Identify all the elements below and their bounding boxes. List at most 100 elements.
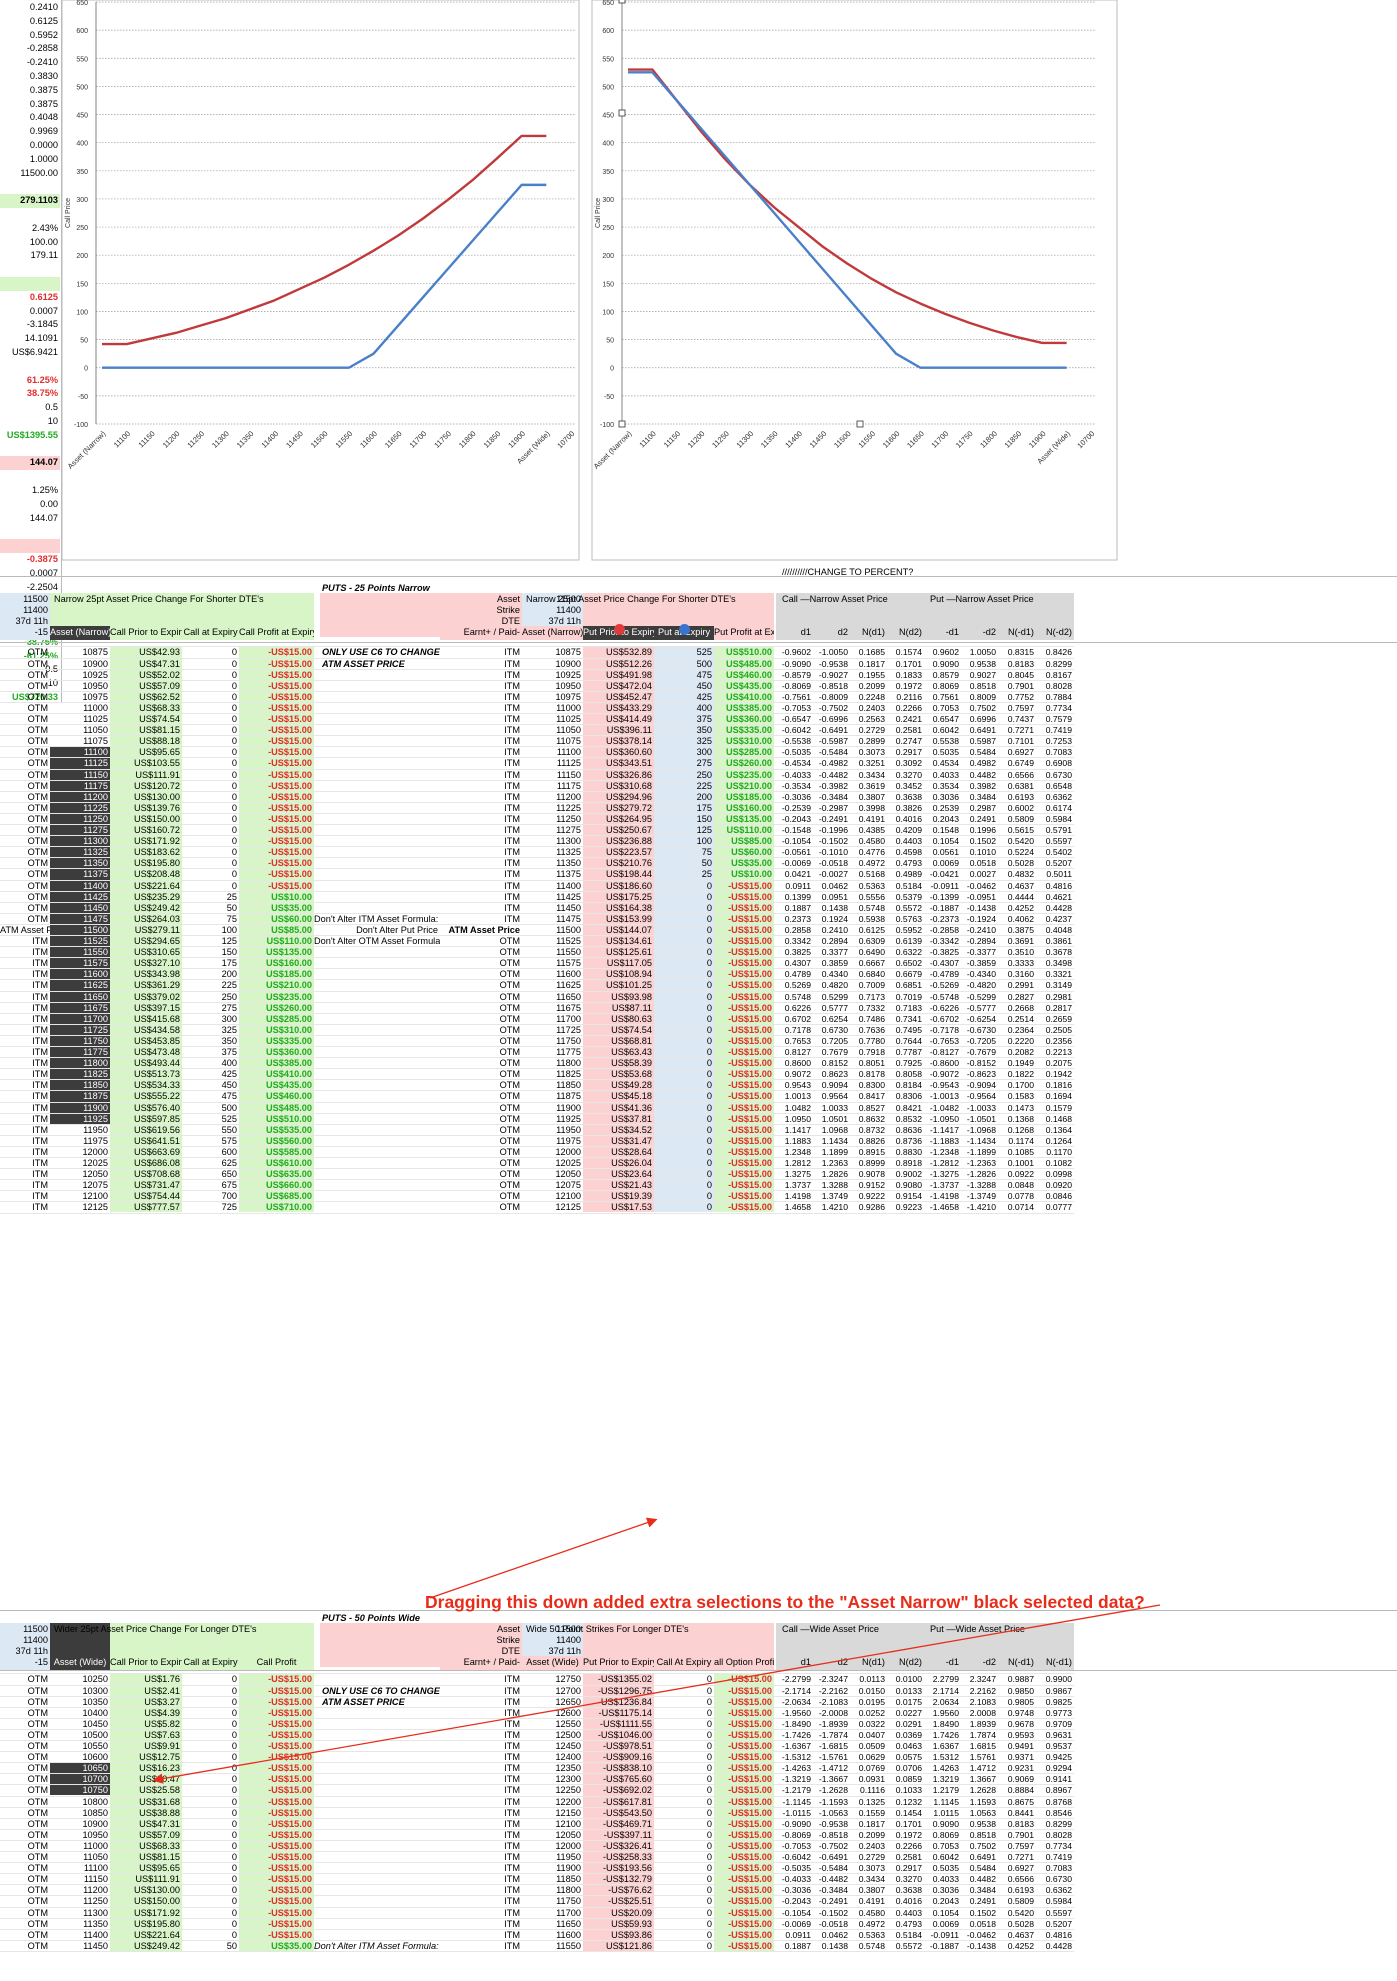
cell[interactable]: 25 xyxy=(226,891,237,902)
cell[interactable]: -0.3534 xyxy=(781,780,811,791)
cell[interactable]: 0.5420 xyxy=(1007,836,1034,847)
cell[interactable]: -US$15.00 xyxy=(728,1918,772,1929)
cell[interactable]: -1.1593 xyxy=(818,1796,848,1807)
cell[interactable]: 0.0951 xyxy=(821,891,848,902)
cell[interactable]: -0.9538 xyxy=(818,1818,848,1829)
cell[interactable]: 0.1942 xyxy=(1045,1069,1072,1080)
cell[interactable]: 0.8009 xyxy=(969,691,996,702)
cell[interactable]: 0.8532 xyxy=(895,1113,922,1124)
cell[interactable]: 0.2248 xyxy=(858,691,885,702)
cell[interactable]: 0.5572 xyxy=(895,902,922,913)
calls-wide-param[interactable]: 11500 xyxy=(0,1623,50,1637)
cell[interactable]: 0.6730 xyxy=(1045,1874,1072,1885)
cell[interactable]: US$210.76 xyxy=(606,858,652,869)
cell[interactable]: ITM xyxy=(32,958,48,969)
cell[interactable]: 0.4982 xyxy=(969,758,996,769)
cell[interactable]: 1.2348 xyxy=(784,1146,811,1157)
cell[interactable]: US$74.54 xyxy=(611,1024,652,1035)
cell[interactable]: 0.3875 xyxy=(1007,924,1034,935)
left-panel-value[interactable]: 14.1091 xyxy=(24,333,58,344)
cell[interactable]: -0.1399 xyxy=(929,891,959,902)
left-panel-value[interactable]: -0.2410 xyxy=(26,57,58,68)
left-panel-value[interactable]: 2.43% xyxy=(31,222,58,233)
cell[interactable]: 12025 xyxy=(82,1158,108,1168)
cell[interactable]: OTM xyxy=(27,802,48,813)
cell[interactable]: 1.2628 xyxy=(969,1785,996,1796)
cell[interactable]: US$619.56 xyxy=(134,1124,180,1135)
cell[interactable]: 0.4062 xyxy=(1007,913,1034,924)
cell[interactable]: 0.3270 xyxy=(895,1874,922,1885)
cell[interactable]: -0.9538 xyxy=(818,658,848,669)
cell[interactable]: 0.4209 xyxy=(895,825,922,835)
cell[interactable]: 0 xyxy=(231,747,237,758)
cell[interactable]: 0.6490 xyxy=(858,947,885,958)
cell[interactable]: 0 xyxy=(231,847,237,858)
cell[interactable]: -1.0501 xyxy=(966,1113,996,1124)
cell[interactable]: 0.4598 xyxy=(895,847,922,858)
cell[interactable]: ITM xyxy=(504,813,520,824)
cell[interactable]: ITM xyxy=(504,725,520,736)
cell[interactable]: US$135.00 xyxy=(726,813,772,824)
cell[interactable]: -0.8518 xyxy=(818,1829,848,1840)
cell[interactable]: -0.1887 xyxy=(929,902,959,913)
cell[interactable]: -US$15.00 xyxy=(728,1840,772,1851)
cell[interactable]: US$160.00 xyxy=(726,802,772,813)
cell[interactable]: -0.1438 xyxy=(966,902,996,913)
cell[interactable]: -US$15.00 xyxy=(268,736,312,747)
cell[interactable]: 0 xyxy=(706,1840,712,1851)
cell[interactable]: US$710.00 xyxy=(266,1202,312,1213)
cell[interactable]: ITM xyxy=(504,1929,520,1940)
cell[interactable]: 10700 xyxy=(82,1774,108,1785)
cell[interactable]: 0.8675 xyxy=(1007,1796,1034,1807)
cell[interactable]: 0.6702 xyxy=(784,1013,811,1024)
cell[interactable]: -US$15.00 xyxy=(728,1852,772,1862)
cell[interactable]: 0.2668 xyxy=(1007,1002,1034,1013)
cell[interactable]: ITM xyxy=(32,991,48,1002)
cell[interactable]: 10925 xyxy=(555,669,581,680)
cell[interactable]: 11800 xyxy=(83,1058,108,1069)
cell[interactable]: 10750 xyxy=(82,1785,108,1796)
cell[interactable]: 11200 xyxy=(83,1885,108,1896)
cell[interactable]: 0.5028 xyxy=(1007,858,1034,869)
cell[interactable]: 0.3638 xyxy=(895,791,922,802)
cell[interactable]: 250 xyxy=(221,991,237,1002)
cell[interactable]: 0.8299 xyxy=(1045,1818,1072,1829)
cell[interactable]: ITM xyxy=(32,1158,48,1168)
cell[interactable]: -0.0027 xyxy=(818,869,848,880)
cell[interactable]: US$433.29 xyxy=(606,702,652,713)
cell[interactable]: -0.4789 xyxy=(929,969,959,980)
calls-narrow-param[interactable]: 11500 xyxy=(0,593,50,607)
cell[interactable]: 11575 xyxy=(556,958,581,969)
cell[interactable]: US$164.38 xyxy=(606,902,652,913)
cell[interactable]: 0.4033 xyxy=(932,1874,959,1885)
cell[interactable]: 0.1700 xyxy=(1007,1080,1034,1091)
cell[interactable]: 450 xyxy=(696,680,712,691)
cell[interactable]: -US$25.51 xyxy=(608,1896,652,1907)
cell[interactable]: 11800 xyxy=(556,1058,581,1069)
cell[interactable]: OTM xyxy=(27,825,48,835)
cell[interactable]: 0 xyxy=(706,1146,712,1157)
cell[interactable]: -0.8069 xyxy=(781,680,811,691)
cell[interactable]: US$87.11 xyxy=(611,1002,652,1013)
cell[interactable]: 12100 xyxy=(82,1191,108,1202)
cell[interactable]: 0.0777 xyxy=(1045,1202,1072,1213)
cell[interactable]: -0.8152 xyxy=(966,1058,996,1069)
cell[interactable]: 0.4637 xyxy=(1007,880,1034,891)
cell[interactable]: -US$15.00 xyxy=(268,680,312,691)
cell[interactable]: 0.5484 xyxy=(969,1863,996,1874)
cell[interactable]: -0.2043 xyxy=(781,813,811,824)
cell[interactable]: -0.6226 xyxy=(929,1002,959,1013)
cell[interactable]: ITM xyxy=(32,1080,48,1091)
cell[interactable]: -US$15.00 xyxy=(268,1796,312,1807)
cell[interactable]: 0.8518 xyxy=(969,680,996,691)
cell[interactable]: 0.9538 xyxy=(969,658,996,669)
cell[interactable]: OTM xyxy=(27,1774,48,1785)
cell[interactable]: OTM xyxy=(499,958,520,969)
cell[interactable]: 1.2179 xyxy=(932,1785,959,1796)
cell[interactable]: 0.8069 xyxy=(932,1829,959,1840)
cell[interactable]: -0.4340 xyxy=(966,969,996,980)
cell[interactable]: 0.8421 xyxy=(895,1102,922,1113)
cell[interactable]: 12025 xyxy=(555,1158,581,1168)
cell[interactable]: 0.2043 xyxy=(932,813,959,824)
cell[interactable]: 0.3333 xyxy=(1007,958,1034,969)
